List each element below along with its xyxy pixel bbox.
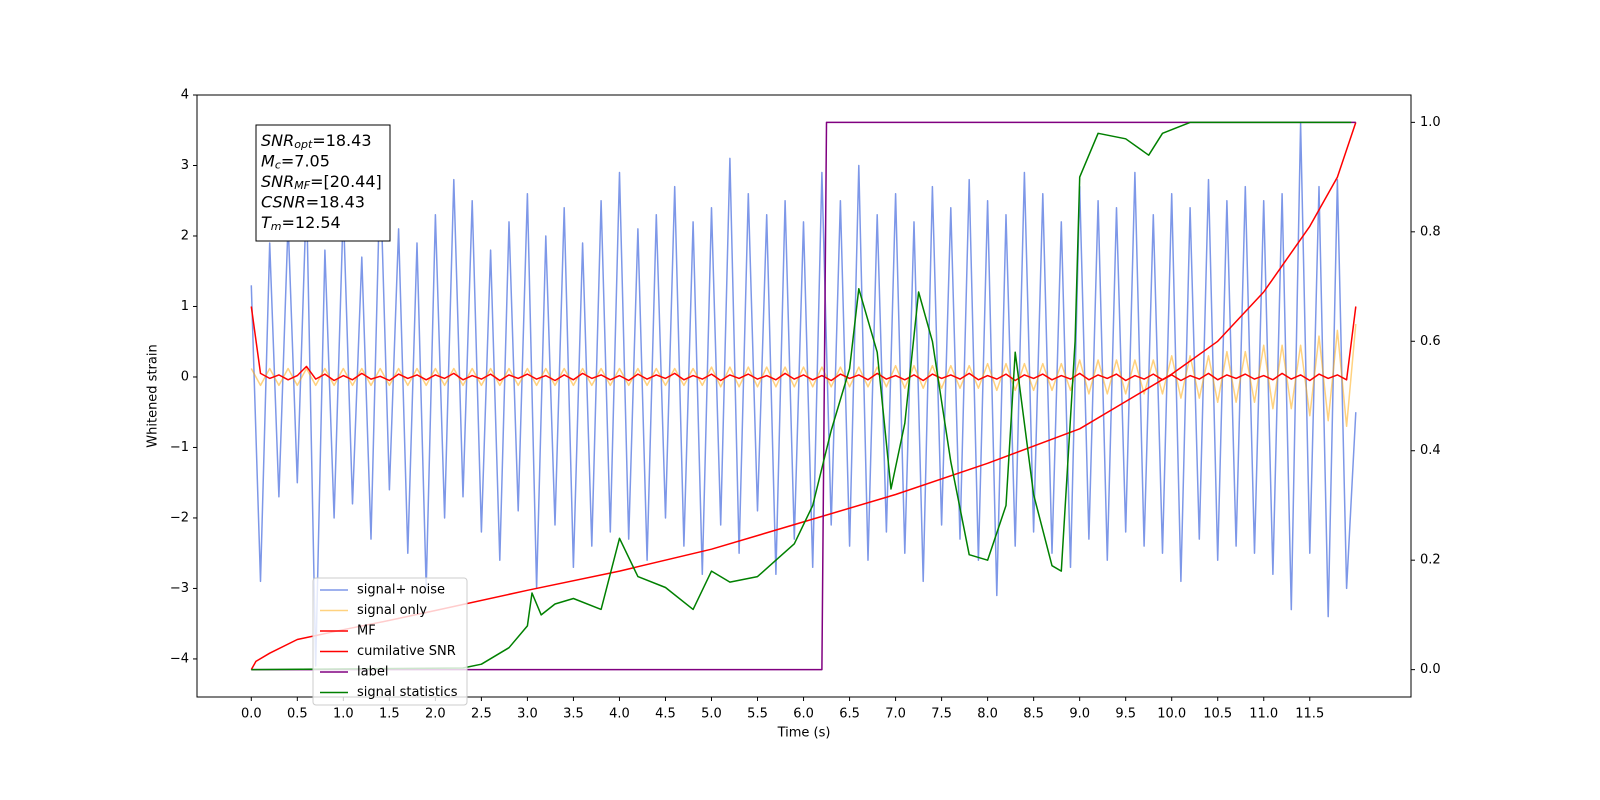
y-tick-label: −1 (170, 440, 189, 455)
annotation-line: Mc=7.05 (261, 151, 330, 172)
x-tick-label: 3.0 (517, 707, 538, 722)
annotation-value: =18.43 (306, 192, 365, 211)
x-tick-label: 7.0 (885, 707, 906, 722)
x-tick-label: 6.0 (793, 707, 814, 722)
axes-frame (196, 94, 1412, 698)
legend-label: cumilative SNR (357, 644, 456, 659)
x-axis-label: Time (s) (777, 726, 831, 741)
legend-label: label (357, 665, 388, 680)
y-tick-label: 4 (181, 88, 189, 103)
annotation-value: =12.54 (282, 213, 341, 232)
y2-tick-label: 0.6 (1420, 334, 1441, 349)
y-tick-label: −4 (170, 651, 189, 666)
x-tick-label: 10.5 (1203, 707, 1232, 722)
annotation-symbol: SNR (261, 172, 294, 191)
series-line (250, 324, 1357, 428)
x-tick-label: 11.5 (1295, 707, 1324, 722)
annotation-line: SNRMF=[20.44] (261, 172, 382, 193)
x-tick-label: 4.5 (655, 707, 676, 722)
series-line (251, 121, 1352, 671)
x-tick-label: 3.5 (563, 707, 584, 722)
x-tick-label: 7.5 (931, 707, 952, 722)
x-tick-label: 10.0 (1157, 707, 1186, 722)
legend-label: signal only (357, 603, 427, 618)
x-tick-label: 9.0 (1069, 707, 1090, 722)
y-tick-label: 0 (181, 369, 189, 384)
annotation-subscript: opt (294, 138, 313, 151)
series-line (250, 122, 1357, 667)
annotation-symbol: M (261, 151, 275, 170)
legend-label: signal statistics (357, 685, 458, 700)
annotation-value: =18.43 (312, 131, 371, 150)
y2-tick-label: 0.4 (1420, 443, 1441, 458)
y-tick-label: −2 (170, 510, 189, 525)
x-tick-label: 0.0 (241, 707, 262, 722)
x-tick-label: 8.5 (1023, 707, 1044, 722)
x-tick-label: 11.0 (1249, 707, 1278, 722)
x-tick-label: 9.5 (1115, 707, 1136, 722)
annotation-line: Tm=12.54 (261, 213, 341, 234)
y2-tick-label: 0.8 (1420, 224, 1441, 239)
x-tick-label: 2.5 (471, 707, 492, 722)
y2-tick-label: 0.2 (1420, 553, 1441, 568)
legend: signal+ noise signal only MF cumilative SNR… (312, 577, 468, 706)
annotation-subscript: MF (294, 179, 310, 192)
y2-tick-label: 1.0 (1420, 115, 1441, 130)
x-tick-label: 8.0 (977, 707, 998, 722)
annotation-value: =[20.44] (310, 172, 382, 191)
y-tick-label: 1 (181, 299, 189, 314)
series-line (251, 121, 1356, 671)
annotation-line: SNRopt=18.43 (261, 131, 372, 152)
annotation-subscript: m (271, 220, 282, 233)
x-tick-label: 4.0 (609, 707, 630, 722)
y-axis-label: Whitened strain (146, 344, 161, 447)
legend-label: MF (357, 624, 376, 639)
annotation-frame (255, 124, 391, 242)
x-tick-label: 2.0 (425, 707, 446, 722)
x-tick-label: 1.5 (379, 707, 400, 722)
y-tick-label: 3 (181, 158, 189, 173)
y2-tick-label: 0.0 (1420, 662, 1441, 677)
x-tick-label: 1.0 (333, 707, 354, 722)
annotation-subscript: c (275, 159, 281, 172)
annotation-symbol: SNR (261, 131, 294, 150)
legend-label: signal+ noise (357, 583, 445, 598)
y-tick-label: 2 (181, 228, 189, 243)
annotation-value: =7.05 (281, 151, 330, 170)
x-tick-label: 5.0 (701, 707, 722, 722)
annotation-symbol: CSNR (261, 192, 306, 211)
y-tick-label: −3 (170, 581, 189, 596)
x-tick-label: 6.5 (839, 707, 860, 722)
annotation-line: CSNR=18.43 (261, 192, 365, 211)
annotation-box: SNRopt=18.43Mc=7.05SNRMF=[20.44]CSNR=18.… (255, 124, 391, 242)
x-tick-label: 0.5 (287, 707, 308, 722)
legend-frame (312, 577, 468, 706)
x-tick-label: 5.5 (747, 707, 768, 722)
annotation-symbol: T (261, 213, 272, 232)
